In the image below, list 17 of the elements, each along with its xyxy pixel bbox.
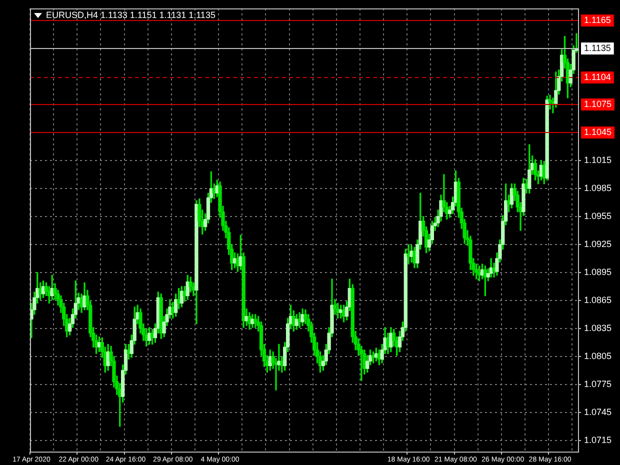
y-tick-label: 1.0955: [584, 210, 612, 221]
ref-line-label: 1.1075: [584, 98, 612, 109]
y-tick-label: 1.0835: [584, 322, 612, 333]
ref-line-label: 1.1104: [584, 72, 611, 82]
ref-line-label: 1.1135: [584, 43, 611, 54]
ref-line-label: 1.1165: [584, 15, 611, 26]
y-tick-label: 1.0895: [584, 266, 612, 277]
y-tick-label: 1.1015: [584, 154, 612, 165]
y-tick-label: 1.0775: [584, 378, 612, 389]
y-tick-label: 1.0715: [584, 434, 612, 445]
y-tick-label: 1.0925: [584, 238, 612, 249]
y-tick-label: 1.0805: [584, 350, 612, 361]
chart-title: EURUSD,H4 1.1133 1.1151 1.1131 1.1135: [46, 10, 216, 20]
y-tick-label: 1.0985: [584, 182, 612, 193]
y-tick-label: 1.0745: [584, 406, 612, 417]
y-tick-label: 1.0865: [584, 294, 612, 305]
ref-line-label: 1.1045: [584, 126, 612, 137]
